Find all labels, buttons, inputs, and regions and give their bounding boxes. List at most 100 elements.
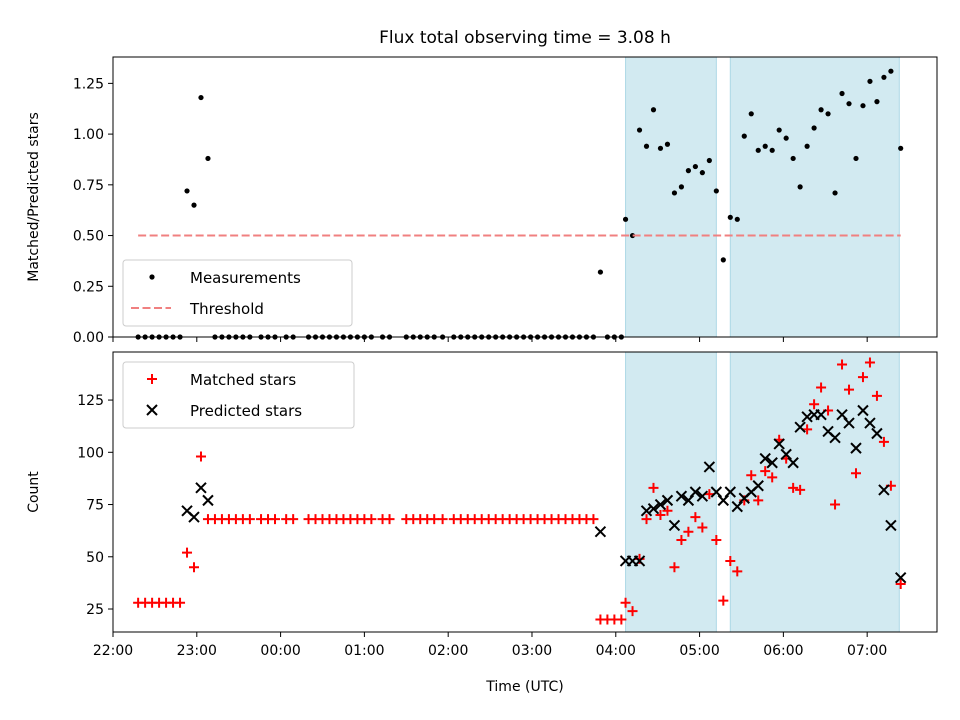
predicted-stars-point [195, 482, 207, 494]
matched-stars-point [711, 535, 722, 546]
measurement-point [597, 269, 604, 275]
top-y-tick-label: 1.00 [73, 127, 104, 143]
measurement-point [797, 184, 803, 190]
measurement-point [769, 147, 775, 153]
matched-stars-point [864, 357, 875, 368]
x-tick-label: 23:00 [177, 643, 217, 659]
measurement-point [846, 101, 852, 107]
measurement-point [860, 103, 866, 109]
predicted-stars-point [787, 457, 799, 469]
matched-stars-point [767, 472, 778, 483]
measurement-point [818, 107, 824, 113]
measurement-point [198, 94, 204, 101]
predicted-stars-point [773, 438, 785, 450]
x-tick-label: 03:00 [512, 643, 552, 659]
matched-stars-point [182, 547, 193, 558]
top-y-tick-label: 0.50 [73, 229, 104, 245]
matched-stars-point [175, 597, 186, 608]
matched-stars-point [697, 522, 708, 533]
measurement-point [191, 202, 197, 208]
x-tick-label: 06:00 [763, 643, 803, 659]
predicted-stars-point [885, 519, 897, 532]
matched-stars-point [384, 514, 395, 525]
predicted-stars-point [689, 486, 702, 498]
matched-stars-point [830, 499, 841, 510]
matched-stars-point [802, 424, 813, 435]
legend-label: Predicted stars [190, 402, 302, 420]
matched-stars-point [366, 514, 377, 525]
measurement-point [184, 188, 190, 194]
predicted-stars-point [661, 494, 674, 507]
predicted-stars-point [759, 452, 771, 465]
bottom-highlight-span-1 [729, 351, 900, 633]
matched-stars-point [795, 484, 806, 495]
top-y-tick-label: 0.00 [73, 330, 104, 346]
measurement-point [776, 127, 782, 133]
measurement-point [811, 125, 817, 131]
measurement-point [832, 190, 838, 196]
x-tick-label: 00:00 [260, 643, 300, 659]
legend-matched-swatch [147, 374, 157, 384]
predicted-stars-point [696, 490, 709, 502]
predicted-stars-point [871, 427, 883, 440]
predicted-stars-point [843, 417, 855, 429]
predicted-stars-point [647, 503, 660, 515]
predicted-stars-point [894, 571, 907, 584]
top-panel: 0.00 0.25 0.50 0.75 1.00 1.25 Matched/Predicte… [26, 56, 938, 346]
measurement-point [874, 99, 880, 105]
measurement-point [713, 188, 719, 194]
x-tick-label: 22:00 [93, 643, 133, 659]
bottom-y-tick-label: 25 [86, 602, 104, 618]
bottom-y-tick-label: 100 [77, 445, 104, 461]
measurement-point [678, 184, 685, 190]
matched-stars-point [195, 451, 206, 462]
matched-stars-point [588, 514, 599, 525]
matched-stars-point [895, 578, 906, 589]
matched-stars-point [837, 359, 848, 370]
legend-measurements-swatch [149, 274, 155, 280]
measurement-point [692, 163, 698, 170]
measurement-point [888, 68, 894, 74]
matched-stars-point [616, 614, 627, 625]
legend-predicted-swatch [146, 404, 158, 416]
x-tick-label: 05:00 [679, 643, 719, 659]
x-tick-label: 01:00 [344, 643, 384, 659]
bottom-y-tick-label: 50 [86, 550, 104, 566]
predicted-stars-point [829, 431, 841, 444]
matched-stars-point [732, 566, 743, 577]
x-tick-label: 07:00 [847, 643, 887, 659]
bottom-panel: 25 50 75 100 125 22:00 23:00 00:00 01:00 02:00 03:… [26, 351, 938, 659]
measurement-point [853, 155, 859, 162]
x-tick-label: 02:00 [428, 643, 468, 659]
matched-stars-point [655, 509, 666, 520]
bottom-y-axis-label: Count [26, 471, 42, 513]
matched-stars-point [627, 606, 638, 617]
predicted-stars-point [850, 442, 862, 454]
measurement-point [881, 74, 887, 80]
measurement-point [671, 190, 678, 196]
top-y-tick-label: 0.25 [73, 279, 104, 295]
matched-stars-point [718, 595, 729, 606]
matched-stars-point [857, 372, 868, 383]
bottom-legend: Matched stars Predicted stars [122, 361, 355, 429]
predicted-stars-point [675, 490, 688, 502]
bottom-y-tick-label: 75 [86, 498, 104, 514]
matched-stars-point [878, 436, 889, 447]
bottom-y-tick-label: 125 [77, 393, 104, 409]
measurement-point [727, 214, 733, 220]
legend-box [122, 361, 355, 429]
matched-stars-point [641, 514, 652, 525]
predicted-stars-point [794, 421, 806, 433]
matched-stars-point [788, 482, 799, 493]
predicted-stars-point [594, 525, 607, 538]
predicted-stars-point [188, 511, 200, 523]
measurement-point [741, 133, 747, 139]
predicted-stars-point [668, 519, 681, 532]
measurement-point [839, 90, 845, 97]
measurement-point [699, 170, 705, 176]
measurement-point [636, 127, 643, 133]
matched-stars-point [429, 514, 440, 525]
top-axes-frame [112, 56, 938, 338]
x-tick-label: 04:00 [596, 643, 636, 659]
